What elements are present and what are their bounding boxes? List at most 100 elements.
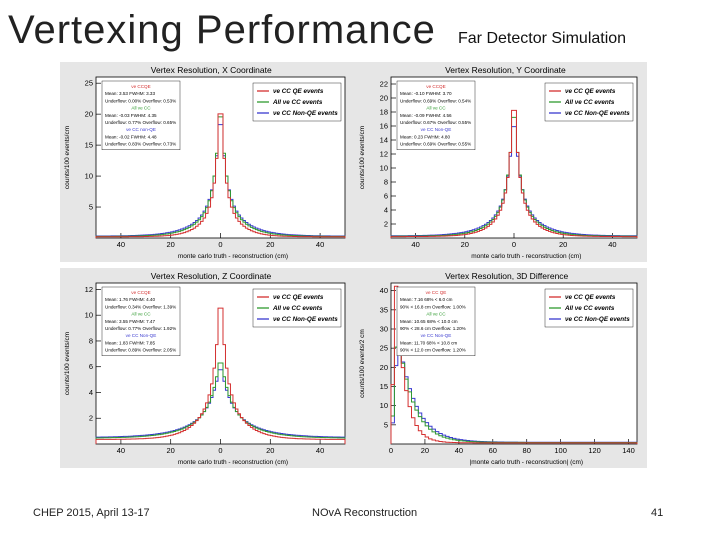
stats-line: Underflow: 0.69% Overflow: 0.55% (400, 142, 471, 147)
chart-title: Vertex Resolution, Z Coordinate (151, 271, 272, 281)
stats-line: Mean: 3.53 FWHM: 3.33 (105, 91, 155, 96)
legend-label: νe CC QE events (273, 88, 324, 95)
legend-label: All νe CC events (272, 99, 323, 106)
stats-header: νe CCQE (426, 84, 445, 89)
x-tick-label: 40 (608, 240, 616, 249)
legend-label: νe CC QE events (273, 294, 324, 301)
stats-line: Underflow: 0.69% Overflow: 0.54% (400, 98, 471, 103)
series-non-qe (95, 369, 346, 444)
stats-header: νe CCQE (131, 290, 150, 295)
x-axis-label: monte carlo truth - reconstruction (cm) (471, 253, 581, 260)
stats-box (101, 80, 181, 151)
stats-line: 90% < 12.0 cm Overflow: 1.20% (400, 348, 466, 353)
y-tick-label: 30 (380, 325, 388, 334)
series-all-cc (95, 362, 346, 444)
chart-title: Vertex Resolution, Y Coordinate (445, 65, 566, 75)
page-number: 41 (651, 507, 664, 519)
stats-line: Mean: -0.10 FWHM: 3.70 (400, 91, 452, 96)
y-tick-label: 15 (85, 141, 93, 150)
slide-title: Vertexing Performance (8, 8, 436, 52)
chart-panel-x: Vertex Resolution, X Coordinate 40 20 0 20 40… (60, 62, 355, 262)
y-tick-label: 10 (85, 172, 93, 181)
x-tick-label: 40 (411, 240, 419, 249)
x-tick-label: 20 (421, 446, 429, 455)
legend-label: νe CC Non-QE events (273, 110, 338, 117)
stats-line: Mean: 1.83 FWHM: 7.85 (105, 340, 155, 345)
stats-box (101, 286, 181, 357)
stats-line: 90% < 28.6 cm Overflow: 1.20% (400, 326, 466, 331)
chart-y-coordinate: Vertex Resolution, Y Coordinate 40 20 0 20 40… (359, 65, 638, 260)
x-tick-label: 40 (117, 446, 125, 455)
y-tick-label: 12 (85, 285, 93, 294)
stats-line: Underflow: 0.34% Overflow: 1.39% (105, 304, 176, 309)
stats-header: νe CC Non-QE (126, 333, 157, 338)
x-tick-label: 0 (218, 240, 222, 249)
legend-label: All νe CC events (564, 99, 615, 106)
y-tick-label: 20 (380, 363, 388, 372)
y-tick-label: 20 (85, 110, 93, 119)
y-tick-label: 8 (89, 336, 93, 345)
chart-title: Vertex Resolution, 3D Difference (445, 271, 568, 281)
y-axis-label: counts/100 events/cm (359, 126, 366, 189)
y-tick-label: 18 (380, 108, 388, 117)
chart-z-coordinate: Vertex Resolution, Z Coordinate 40 20 0 20 40… (64, 271, 346, 466)
stats-header: νe CC Non-QE (421, 333, 452, 338)
y-tick-label: 22 (380, 80, 388, 89)
y-tick-label: 4 (89, 388, 93, 397)
series-qe (95, 307, 346, 444)
stats-line: 90% < 16.8 cm Overflow: 1.00% (400, 304, 466, 309)
legend-label: νe CC Non-QE events (565, 110, 630, 117)
y-tick-label: 16 (380, 122, 388, 131)
legend-label: All νe CC events (272, 305, 323, 312)
y-axis-label: counts/100 events/2 cm (359, 329, 366, 398)
series-qe (390, 109, 638, 238)
y-tick-label: 20 (380, 94, 388, 103)
x-tick-label: 40 (117, 240, 125, 249)
legend-label: νe CC Non-QE events (273, 316, 338, 323)
x-tick-label: 100 (554, 446, 567, 455)
x-tick-label: 20 (266, 446, 274, 455)
x-tick-label: 0 (389, 446, 393, 455)
series-all-cc (390, 116, 638, 238)
stats-header: νe CCQE (131, 84, 150, 89)
x-tick-label: 60 (489, 446, 497, 455)
series-all-cc (95, 116, 346, 238)
x-tick-label: 140 (622, 446, 635, 455)
x-tick-label: 40 (316, 240, 324, 249)
y-tick-label: 35 (380, 305, 388, 314)
y-tick-label: 5 (384, 420, 388, 429)
stats-box (396, 286, 476, 357)
x-axis-label: monte carlo truth - reconstruction (cm) (178, 459, 288, 466)
stats-line: Mean: 0.23 FWHM: 4.80 (400, 134, 450, 139)
series-non-qe (390, 126, 638, 238)
stats-line: Underflow: 0.67% Overflow: 0.55% (400, 120, 471, 125)
y-tick-label: 10 (85, 311, 93, 320)
y-axis-label: counts/100 events/cm (64, 332, 71, 395)
y-tick-label: 15 (380, 382, 388, 391)
x-tick-label: 80 (523, 446, 531, 455)
chart-x-coordinate: Vertex Resolution, X Coordinate 40 20 0 20 40… (64, 65, 346, 260)
stats-header: All νe CC (131, 312, 151, 317)
stats-box (396, 80, 476, 151)
y-tick-label: 10 (380, 164, 388, 173)
stats-line: Mean: 1.76 FWHM: 4.40 (105, 297, 155, 302)
legend-label: νe CC QE events (565, 88, 616, 95)
y-tick-label: 8 (384, 178, 388, 187)
y-tick-label: 25 (85, 79, 93, 88)
stats-header: All νe CC (131, 106, 151, 111)
stats-header: All νe CC (426, 106, 446, 111)
y-tick-label: 10 (380, 401, 388, 410)
stats-line: Mean: -0.03 FWHM: 4.35 (105, 113, 157, 118)
stats-line: Underflow: 0.00% Overflow: 0.53% (105, 98, 176, 103)
stats-line: Underflow: 0.83% Overflow: 0.73% (105, 142, 176, 147)
stats-line: Mean: 7.16 68% < 6.0 cm (400, 297, 453, 302)
stats-line: Mean: -0.09 FWHM: 4.56 (400, 113, 452, 118)
stats-header: All νe CC (426, 312, 446, 317)
stats-line: Underflow: 0.77% Overflow: 1.92% (105, 326, 176, 331)
x-tick-label: 40 (455, 446, 463, 455)
stats-line: Mean: 10.65 68% < 10.0 cm (400, 319, 458, 324)
y-tick-label: 6 (384, 192, 388, 201)
x-tick-label: 120 (588, 446, 601, 455)
footer-topic: NOvA Reconstruction (312, 507, 418, 519)
stats-line: Underflow: 0.89% Overflow: 2.05% (105, 348, 176, 353)
